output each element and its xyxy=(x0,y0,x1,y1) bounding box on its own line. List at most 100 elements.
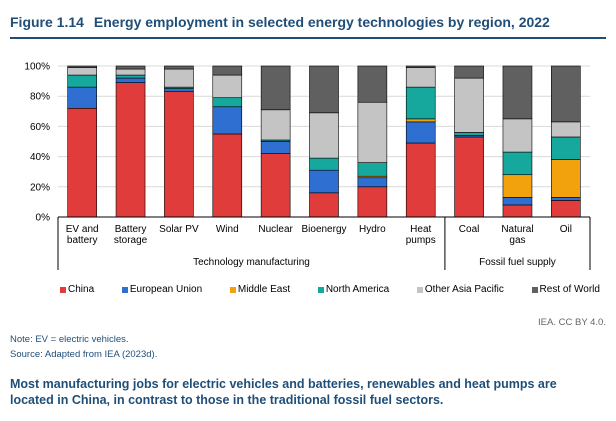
bar-segment-china xyxy=(260,153,291,218)
bar-segment-other-asia-pacific xyxy=(502,118,533,153)
bar-segment-north-america xyxy=(309,157,339,171)
legend-item-north-america: North America xyxy=(317,284,390,295)
legend-label: China xyxy=(68,284,95,295)
y-tick-label: 80% xyxy=(30,92,50,103)
credit-text: IEA. CC BY 4.0. xyxy=(538,317,606,328)
bar-segment-north-america xyxy=(405,86,436,120)
bar-segment-middle-east xyxy=(405,118,436,123)
legend-swatch xyxy=(60,286,66,293)
legend-item-middle-east: Middle East xyxy=(229,284,291,295)
x-tick-label: Coal xyxy=(459,224,480,235)
bar-segment-rest-of-world xyxy=(551,65,581,123)
bar-segment-middle-east xyxy=(551,159,581,198)
legend-item-european-union: European Union xyxy=(121,284,203,295)
figure-number: Figure 1.14 xyxy=(10,14,84,30)
y-tick-label: 100% xyxy=(24,62,50,73)
bar-segment-european-union xyxy=(164,88,194,92)
source-text: Source: Adapted from IEA (2023d). xyxy=(10,349,158,360)
bar-segment-north-america xyxy=(115,74,146,79)
bar-segment-other-asia-pacific xyxy=(405,67,436,88)
bar-segment-rest-of-world xyxy=(357,65,388,103)
legend-item-rest-of-world: Rest of World xyxy=(531,284,600,295)
x-tick-label: Heat pumps xyxy=(406,224,436,246)
legend-swatch xyxy=(121,286,128,293)
title-rule xyxy=(10,37,606,39)
y-tick-labels: 0% 20% 40% 60% 80% 100% xyxy=(24,62,50,224)
bar-segment-european-union xyxy=(309,169,339,194)
bar-segment-china xyxy=(357,186,388,218)
bar-segment-european-union xyxy=(405,121,436,144)
bar-segment-rest-of-world xyxy=(260,65,291,111)
bar-segment-european-union xyxy=(551,197,581,201)
x-tick-label: Oil xyxy=(560,224,572,235)
bar-segment-china xyxy=(309,192,339,218)
bar-segment-rest-of-world xyxy=(454,65,484,79)
y-tick-label: 0% xyxy=(36,213,51,224)
bar-segment-other-asia-pacific xyxy=(357,101,388,163)
bar-segment-other-asia-pacific xyxy=(212,74,243,99)
bar-segment-north-america xyxy=(454,132,484,136)
legend-swatch xyxy=(416,286,423,293)
bar-segment-european-union xyxy=(357,177,388,188)
group-label: Technology manufacturing xyxy=(193,257,310,268)
bar-segment-china xyxy=(212,133,243,218)
x-tick-labels: EV and battery Battery storage Solar PV Wind N… xyxy=(66,224,572,246)
bar-segment-other-asia-pacific xyxy=(67,67,97,76)
legend-label: Middle East xyxy=(237,284,291,295)
bar-segment-north-america xyxy=(502,151,533,176)
bar-segment-other-asia-pacific xyxy=(115,68,146,76)
caption-text: Most manufacturing jobs for electric veh… xyxy=(10,377,557,407)
legend-label: European Union xyxy=(129,284,203,295)
x-tick-label: Battery storage xyxy=(114,224,148,246)
bar-segment-european-union xyxy=(115,77,146,83)
bar-segment-rest-of-world xyxy=(67,65,97,68)
group-labels: Technology manufacturing Fossil fuel supp… xyxy=(193,257,556,268)
bar-segment-north-america xyxy=(551,136,581,160)
bar-segment-rest-of-world xyxy=(309,65,339,114)
bar-segment-other-asia-pacific xyxy=(551,121,581,138)
bar-segment-european-union xyxy=(67,86,97,109)
legend-item-other-asia-pacific: Other Asia Pacific xyxy=(416,284,504,295)
bar-segment-rest-of-world xyxy=(164,65,194,70)
x-tick-label: Solar PV xyxy=(159,224,199,235)
x-tick-label: Nuclear xyxy=(258,224,293,235)
bar-segment-other-asia-pacific xyxy=(260,109,291,141)
stacked-bar-chart: 0% 20% 40% 60% 80% 100% EV and battery Battery s… xyxy=(24,62,591,270)
bar-segment-other-asia-pacific xyxy=(164,68,194,88)
bar-segment-china xyxy=(115,82,146,218)
legend-item-china: China xyxy=(60,284,94,295)
bar-segment-china xyxy=(405,142,436,218)
bar-segment-china xyxy=(164,91,194,218)
axes xyxy=(57,216,591,270)
legend-label: Rest of World xyxy=(539,284,600,295)
x-tick-label: Hydro xyxy=(359,224,386,235)
y-tick-label: 20% xyxy=(30,182,50,193)
bars xyxy=(67,65,581,218)
bar-segment-china xyxy=(502,204,533,218)
bar-segment-rest-of-world xyxy=(405,65,436,68)
legend-swatch xyxy=(531,286,538,293)
bar-segment-north-america xyxy=(212,97,243,108)
y-tick-label: 60% xyxy=(30,122,50,133)
group-label: Fossil fuel supply xyxy=(479,257,556,268)
legend-swatch xyxy=(229,286,236,293)
figure-title-text: Energy employment in selected energy tec… xyxy=(93,14,550,30)
figure-title: Figure 1.14 Energy employment in selected… xyxy=(10,14,610,30)
bar-segment-european-union xyxy=(502,197,533,206)
bar-segment-other-asia-pacific xyxy=(309,112,339,159)
bar-segment-china xyxy=(551,200,581,218)
legend-label: Other Asia Pacific xyxy=(424,284,504,295)
legend-label: North America xyxy=(325,284,390,295)
note-text: Note: EV = electric vehicles. xyxy=(10,334,129,345)
x-tick-label: Wind xyxy=(216,224,239,235)
bar-segment-rest-of-world xyxy=(115,65,146,70)
x-tick-label: Natural gas xyxy=(501,224,533,246)
legend: China European Union Middle East North Amer… xyxy=(60,284,600,295)
legend-swatch xyxy=(317,286,324,293)
x-tick-label: Bioenergy xyxy=(301,224,346,235)
y-tick-label: 40% xyxy=(30,152,50,163)
bar-segment-other-asia-pacific xyxy=(454,77,484,133)
x-tick-label: EV and battery xyxy=(66,224,99,246)
bar-segment-north-america xyxy=(67,74,97,88)
bar-segment-middle-east xyxy=(502,174,533,198)
